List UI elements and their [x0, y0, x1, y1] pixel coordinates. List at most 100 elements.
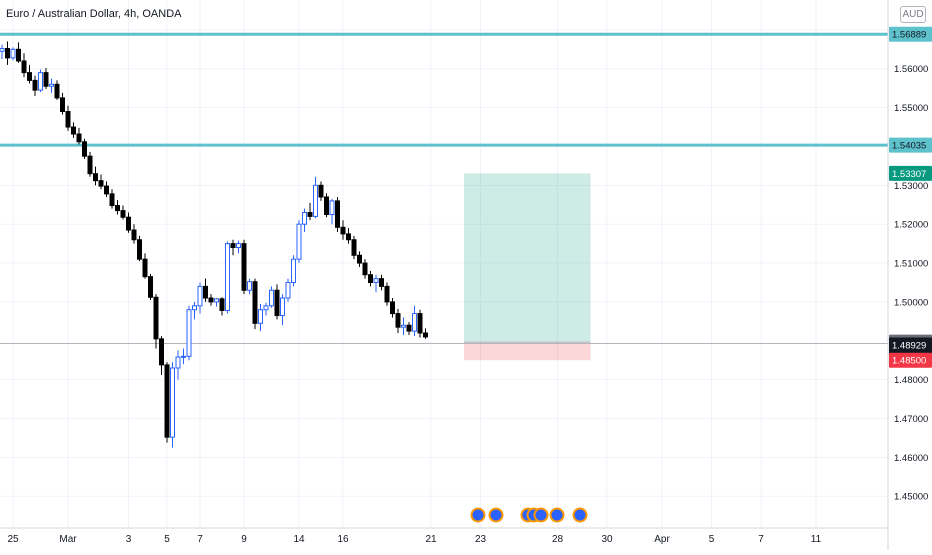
candle-body	[318, 184, 324, 198]
time-tick-label: 25	[7, 534, 19, 545]
candle-body	[247, 281, 252, 291]
candle-body	[109, 193, 115, 207]
candle-body	[313, 184, 318, 217]
time-tick-label: 14	[293, 534, 305, 545]
candle-body	[98, 180, 104, 187]
candle-body	[335, 200, 340, 228]
candle-body	[115, 205, 120, 212]
candle-body	[390, 301, 395, 315]
stop-price-tag-bg	[889, 352, 932, 368]
candle-body	[230, 243, 236, 249]
candle-body	[241, 243, 247, 291]
time-tick-label: 30	[601, 534, 613, 545]
candle-body	[0, 48, 5, 52]
candle-body	[307, 212, 313, 217]
time-tick-label: 9	[241, 534, 247, 545]
candle-body	[93, 173, 98, 182]
event-marker-icon[interactable]	[533, 507, 549, 523]
candle-body	[181, 355, 186, 358]
candle-body	[357, 254, 362, 264]
candle-body	[197, 285, 203, 307]
level-price-tag: 1.54035	[892, 141, 926, 152]
candle-body	[131, 229, 137, 241]
event-marker-icon[interactable]	[549, 507, 565, 523]
candle-body	[263, 305, 269, 311]
time-tick-label: Mar	[59, 534, 77, 545]
candle-body	[32, 79, 38, 91]
price-tick-label: 1.52000	[894, 220, 928, 231]
target-price-tag: 1.53307	[892, 169, 926, 180]
candle-body	[252, 281, 258, 324]
candle-body	[401, 324, 406, 328]
price-tick-label: 1.47000	[894, 414, 928, 425]
candle-body	[5, 48, 10, 59]
candle-body	[368, 274, 373, 283]
time-tick-label: 23	[475, 534, 487, 545]
price-axis[interactable]	[888, 0, 932, 550]
candle-body	[291, 258, 296, 283]
candle-body	[329, 200, 335, 215]
candle-body	[10, 48, 16, 59]
target-zone[interactable]	[464, 173, 591, 343]
candle-body	[362, 262, 368, 276]
time-tick-label: 5	[164, 534, 170, 545]
stop-price-tag: 1.48500	[892, 356, 926, 367]
stop-zone[interactable]	[464, 342, 591, 361]
candle-body	[76, 133, 82, 143]
event-marker-icon[interactable]	[572, 507, 588, 523]
candle-body	[54, 83, 60, 99]
candle-body	[126, 216, 131, 231]
candle-body	[148, 276, 153, 298]
event-marker-icon[interactable]	[488, 507, 504, 523]
candle-body	[43, 72, 49, 87]
candle-body	[186, 309, 192, 357]
candle-body	[120, 210, 126, 218]
candle-body	[65, 110, 71, 128]
candle-body	[87, 155, 93, 175]
target-price-tag-bg	[889, 165, 932, 181]
time-tick-label: 7	[197, 534, 203, 545]
event-marker-icon[interactable]	[470, 507, 486, 523]
candle-body	[417, 313, 423, 334]
level-price-tag: 1.56889	[892, 30, 926, 41]
level-price-tag-bg	[889, 137, 932, 153]
candle-body	[373, 278, 379, 283]
candle-body	[412, 313, 417, 332]
candle-body	[379, 278, 384, 287]
time-tick-label: 21	[425, 534, 437, 545]
candle-body	[38, 72, 43, 91]
price-tick-label: 1.48000	[894, 375, 928, 386]
candle-body	[258, 309, 263, 324]
time-tick-label: 11	[811, 534, 822, 545]
candle-body	[175, 356, 181, 369]
time-tick-label: 5	[709, 534, 715, 545]
time-tick-label: 16	[337, 534, 349, 545]
candle-body	[27, 72, 32, 81]
candle-body	[142, 258, 148, 278]
candle-body	[60, 97, 65, 112]
time-tick-label: 7	[758, 534, 764, 545]
candle-body	[395, 313, 401, 328]
candle-body	[324, 196, 329, 215]
candle-body	[423, 332, 428, 338]
candle-body	[384, 285, 390, 303]
price-tick-label: 1.53000	[894, 181, 928, 192]
candle-body	[351, 239, 357, 256]
candle-body	[346, 233, 351, 241]
candle-body	[104, 185, 109, 195]
currency-badge[interactable]: AUD	[900, 6, 926, 23]
candle-body	[302, 212, 307, 225]
candle-body	[16, 48, 21, 62]
candle-body	[192, 305, 197, 311]
candle-body	[137, 239, 142, 260]
candle-body	[71, 126, 76, 135]
price-tick-label: 1.56000	[894, 64, 928, 75]
candle-body	[203, 285, 208, 299]
candle-body	[214, 298, 219, 303]
candle-body	[82, 141, 87, 157]
price-tick-label: 1.50000	[894, 297, 928, 308]
price-tick-label: 1.51000	[894, 259, 928, 270]
candle-body	[285, 281, 291, 299]
candle-body	[280, 297, 285, 317]
